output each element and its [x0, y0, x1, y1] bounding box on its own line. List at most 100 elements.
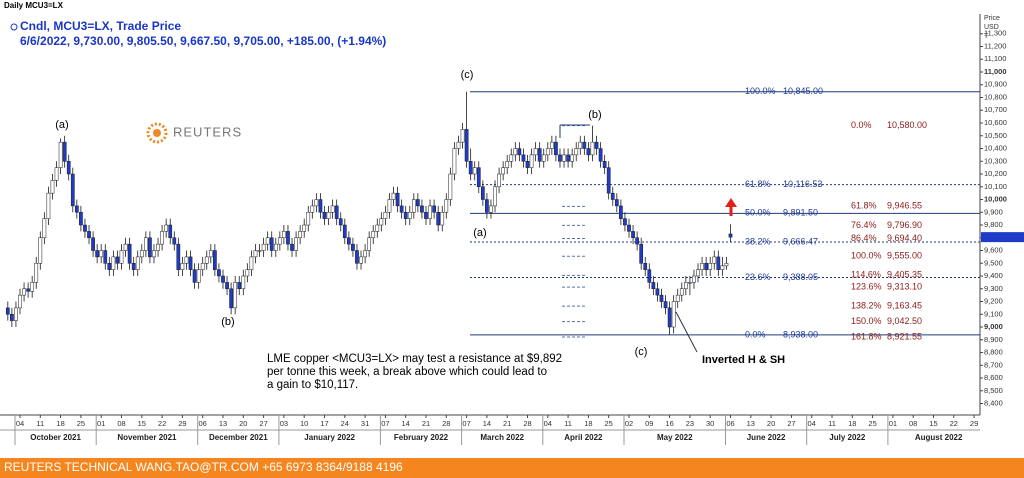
x-tick-label: 28 [523, 419, 531, 428]
projection-value: 9,313.10 [887, 281, 922, 291]
candle-body [517, 148, 522, 156]
candle-body [265, 237, 270, 245]
candle-body [659, 294, 664, 302]
month-label: August 2022 [915, 433, 963, 442]
x-tick-label: 29 [178, 419, 186, 428]
candle-body [326, 212, 331, 219]
candle-body [54, 167, 59, 181]
candle-body [375, 224, 380, 232]
y-tick-label: 9,600 [984, 246, 1003, 255]
candle-body [452, 148, 457, 175]
month-label: April 2022 [564, 433, 603, 442]
candle-body [688, 282, 692, 284]
candle-body [383, 212, 388, 219]
candle-body [342, 224, 347, 239]
candle-body [525, 161, 530, 168]
candle-body [679, 288, 684, 296]
footer-text: REUTERS TECHNICAL WANG.TAO@TR.COM +65 69… [4, 460, 403, 474]
x-tick-label: 02 [625, 419, 633, 428]
candle-body [728, 233, 733, 238]
y-tick-label: 9,100 [984, 309, 1003, 318]
candle-body [485, 199, 489, 213]
candle-body [533, 148, 538, 156]
candle-body [107, 263, 112, 270]
candle-body [545, 148, 550, 156]
candle-body [554, 141, 558, 156]
candle-body [411, 199, 416, 213]
x-tick-label: 17 [320, 419, 328, 428]
reuters-logo: REUTERS [146, 122, 241, 144]
candle-body [444, 199, 449, 213]
x-tick-label: 22 [950, 419, 958, 428]
candle-body [651, 282, 656, 290]
last-bar-info: 6/6/2022, 9,730.00, 9,805.50, 9,667.50, … [20, 34, 386, 48]
candle-body [95, 250, 99, 258]
x-tick-label: 27 [787, 419, 795, 428]
candle-body [619, 205, 623, 219]
candle-body [123, 243, 128, 251]
candle-body [221, 275, 225, 283]
candle-body [306, 212, 311, 226]
y-tick-label: 11,200 [984, 41, 1006, 50]
candle-body [623, 218, 627, 226]
candle-body [448, 173, 453, 200]
y-tick-label: 8,400 [984, 399, 1003, 408]
candle-body [594, 141, 599, 149]
fib-pct: 100.0% [745, 86, 776, 96]
candle-body [436, 212, 441, 226]
candle-body [489, 205, 493, 213]
month-label: June 2022 [747, 433, 786, 442]
candle-body [428, 205, 432, 219]
x-tick-label: 31 [361, 419, 369, 428]
projection-pct: 0.0% [851, 120, 872, 130]
commentary: per tonne this week, a break above which… [267, 366, 547, 378]
y-tick-label: 10,000 [984, 195, 1007, 204]
candle-body [282, 231, 286, 239]
x-tick-label: 25 [77, 419, 85, 428]
candle-body [501, 167, 505, 175]
candle-body [277, 237, 282, 245]
candle-body [233, 282, 238, 309]
candle-body [631, 231, 635, 239]
y-tick-label: 10,800 [984, 92, 1007, 101]
candle-body [5, 307, 10, 315]
candle-body [627, 224, 631, 232]
candle-body [127, 243, 132, 264]
y-tick-label: 8,800 [984, 348, 1003, 357]
candle-body [188, 256, 193, 270]
candle-body [66, 161, 71, 175]
candle-body [26, 288, 30, 292]
x-tick-label: 28 [442, 419, 450, 428]
x-tick-label: 04 [808, 419, 816, 428]
candle-body [330, 205, 335, 213]
candle-body [586, 148, 591, 156]
window-title: Daily MCU3=LX [4, 1, 64, 10]
fib-pct: 0.0% [745, 329, 766, 339]
candle-body [70, 173, 75, 207]
candle-body [168, 224, 173, 239]
series-title: Cndl, MCU3=LX, Trade Price [20, 19, 181, 33]
candle-body [318, 199, 323, 213]
y-axis-label: Price [984, 15, 1000, 22]
x-tick-label: 18 [56, 419, 64, 428]
x-tick-label: 30 [706, 419, 714, 428]
candle-body [286, 231, 290, 245]
x-tick-label: 25 [605, 419, 613, 428]
x-tick-label: 13 [219, 419, 227, 428]
candle-body [578, 141, 583, 149]
candle-body [42, 218, 47, 239]
candle-body [391, 192, 396, 200]
candle-body [38, 237, 43, 264]
fib-pct: 50.0% [745, 208, 771, 218]
projection-value: 9,796.90 [887, 220, 922, 230]
last-price-marker [981, 232, 1024, 243]
candle-body [139, 250, 144, 258]
candle-body [131, 263, 136, 270]
y-tick-label: 10,500 [984, 131, 1007, 140]
candle-body [83, 224, 87, 232]
candle-body [472, 167, 477, 175]
collapse-icon[interactable] [10, 23, 18, 31]
x-tick-label: 15 [138, 419, 146, 428]
candle-body [570, 154, 575, 162]
candle-body [663, 301, 668, 309]
